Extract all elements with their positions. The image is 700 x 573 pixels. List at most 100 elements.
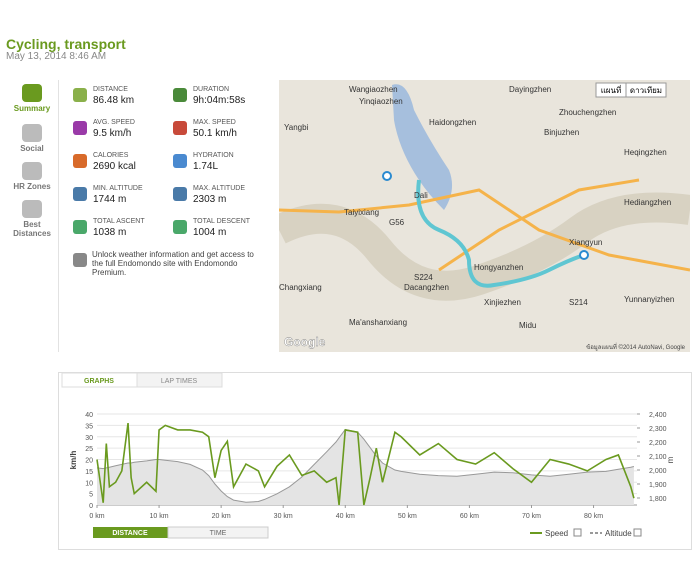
- stat-label: MIN. ALTITUDE: [93, 185, 143, 192]
- label: Summary: [13, 104, 51, 113]
- stat-value: 9.5 km/h: [93, 128, 132, 139]
- y-tick-label: 10: [85, 480, 93, 487]
- map-label: Dacangzhen: [404, 283, 449, 292]
- y-tick-label: 5: [89, 492, 93, 499]
- legend-checkbox[interactable]: [573, 528, 582, 537]
- stat-icon: [73, 88, 87, 102]
- stat-label: DISTANCE: [93, 86, 128, 93]
- y-tick-label: 0: [89, 503, 93, 510]
- label: HR Zones: [13, 182, 51, 191]
- toggle-label: TIME: [210, 530, 227, 537]
- stat-label: CALORIES: [93, 152, 129, 159]
- y2-tick-label: 2,400: [649, 412, 667, 419]
- map-label: G56: [389, 218, 405, 227]
- y2-tick-label: 2,100: [649, 454, 667, 461]
- stat-label: TOTAL DESCENT: [193, 218, 251, 225]
- x-tick-label: 80 km: [584, 513, 603, 520]
- map-label: Midu: [519, 321, 536, 330]
- stat-value: 1744 m: [93, 194, 127, 205]
- chart-panel: [58, 372, 692, 550]
- stat-icon: [173, 187, 187, 201]
- stat-value: 2690 kcal: [93, 161, 136, 172]
- road: [438, 178, 640, 272]
- stat-icon: [173, 121, 187, 135]
- map[interactable]: แผนที่ ดาวเทียม Google ข้อมูลแผนที่ ©201…: [279, 80, 690, 352]
- y-tick-label: 25: [85, 446, 93, 453]
- stat-icon: [73, 187, 87, 201]
- workout-title: Cycling, transport: [6, 36, 126, 52]
- map-label: Haidongzhen: [429, 118, 476, 127]
- premium-note[interactable]: Unlock weather information and get acces…: [92, 250, 254, 277]
- map-label: Hongyanzhen: [474, 263, 523, 272]
- speed-line: [96, 422, 635, 506]
- map-logo: Google: [284, 335, 326, 349]
- premium-icon: [73, 253, 87, 267]
- start-marker: [382, 171, 392, 181]
- label: Best Distances: [13, 220, 51, 238]
- y-axis-title: km/h: [69, 451, 78, 470]
- y-tick-label: 35: [85, 423, 93, 430]
- stat-icon: [73, 154, 87, 168]
- lake: [392, 84, 453, 210]
- toggle-time[interactable]: [167, 526, 269, 539]
- y-tick-label: 30: [85, 435, 93, 442]
- map-label: Wangiaozhen: [349, 85, 398, 94]
- tab-hr-zones[interactable]: HR Zones: [8, 162, 56, 191]
- y2-tick-label: 1,900: [649, 482, 667, 489]
- y-tick-label: 40: [85, 412, 93, 419]
- toggle-distance[interactable]: [93, 527, 168, 538]
- map-label: Xinjiezhen: [484, 298, 521, 307]
- stat-value: 2303 m: [193, 194, 227, 205]
- x-tick-label: 50 km: [398, 513, 417, 520]
- stat-label: MAX. ALTITUDE: [193, 185, 245, 192]
- map-label: Hediangzhen: [624, 198, 671, 207]
- legend-checkbox[interactable]: [633, 528, 642, 537]
- divider: [58, 80, 59, 352]
- map-label: S214: [569, 298, 588, 307]
- map-label: Taiyixiang: [344, 208, 379, 217]
- x-tick-label: 10 km: [150, 513, 169, 520]
- stat-value: 86.48 km: [93, 95, 135, 106]
- legend-label: Altitude: [605, 529, 632, 538]
- y2-axis-title: m: [666, 456, 675, 463]
- map-button[interactable]: [625, 82, 667, 98]
- x-tick-label: 0 km: [89, 513, 104, 520]
- y-tick-label: 20: [85, 458, 93, 465]
- x-tick-label: 30 km: [274, 513, 293, 520]
- map-label: Heqingzhen: [624, 148, 667, 157]
- y2-tick-label: 2,300: [649, 426, 667, 433]
- stat-icon: [73, 121, 87, 135]
- altitude-line: [96, 428, 635, 503]
- map-label: Zhouchengzhen: [559, 108, 616, 117]
- stat-value: 50.1 km/h: [193, 128, 237, 139]
- map-label: Yinqiaozhen: [359, 97, 403, 106]
- tab-social[interactable]: Social: [8, 124, 56, 153]
- stat-value: 1038 m: [93, 227, 127, 238]
- y-tick-label: 15: [85, 469, 93, 476]
- map-button-label: แผนที่: [601, 84, 622, 95]
- map-label: Changxiang: [279, 283, 322, 292]
- y2-tick-label: 2,200: [649, 440, 667, 447]
- tab-summary[interactable]: Summary: [8, 84, 56, 113]
- stat-label: DURATION: [193, 86, 230, 93]
- map-button-label: ดาวเทียม: [630, 86, 662, 95]
- stat-value: 9h:04m:58s: [193, 95, 246, 106]
- tab-label: GRAPHS: [84, 378, 114, 385]
- stat-label: MAX. SPEED: [193, 119, 236, 126]
- map-label: Xiangyun: [569, 238, 602, 247]
- tab[interactable]: [136, 372, 223, 388]
- x-tick-label: 40 km: [336, 513, 355, 520]
- stat-value: 1.74L: [193, 161, 219, 172]
- terrain: [279, 192, 690, 301]
- stat-value: 1004 m: [193, 227, 227, 238]
- stat-label: TOTAL ASCENT: [93, 218, 145, 225]
- stat-icon: [173, 154, 187, 168]
- map-attribution: ข้อมูลแผนที่ ©2014 AutoNavi, Google: [586, 343, 686, 351]
- y2-tick-label: 1,800: [649, 496, 667, 503]
- map-label: Yangbi: [284, 123, 309, 132]
- end-marker: [579, 250, 589, 260]
- tab-best-distances[interactable]: Best Distances: [8, 200, 56, 238]
- map-label: Yunnanyizhen: [624, 295, 674, 304]
